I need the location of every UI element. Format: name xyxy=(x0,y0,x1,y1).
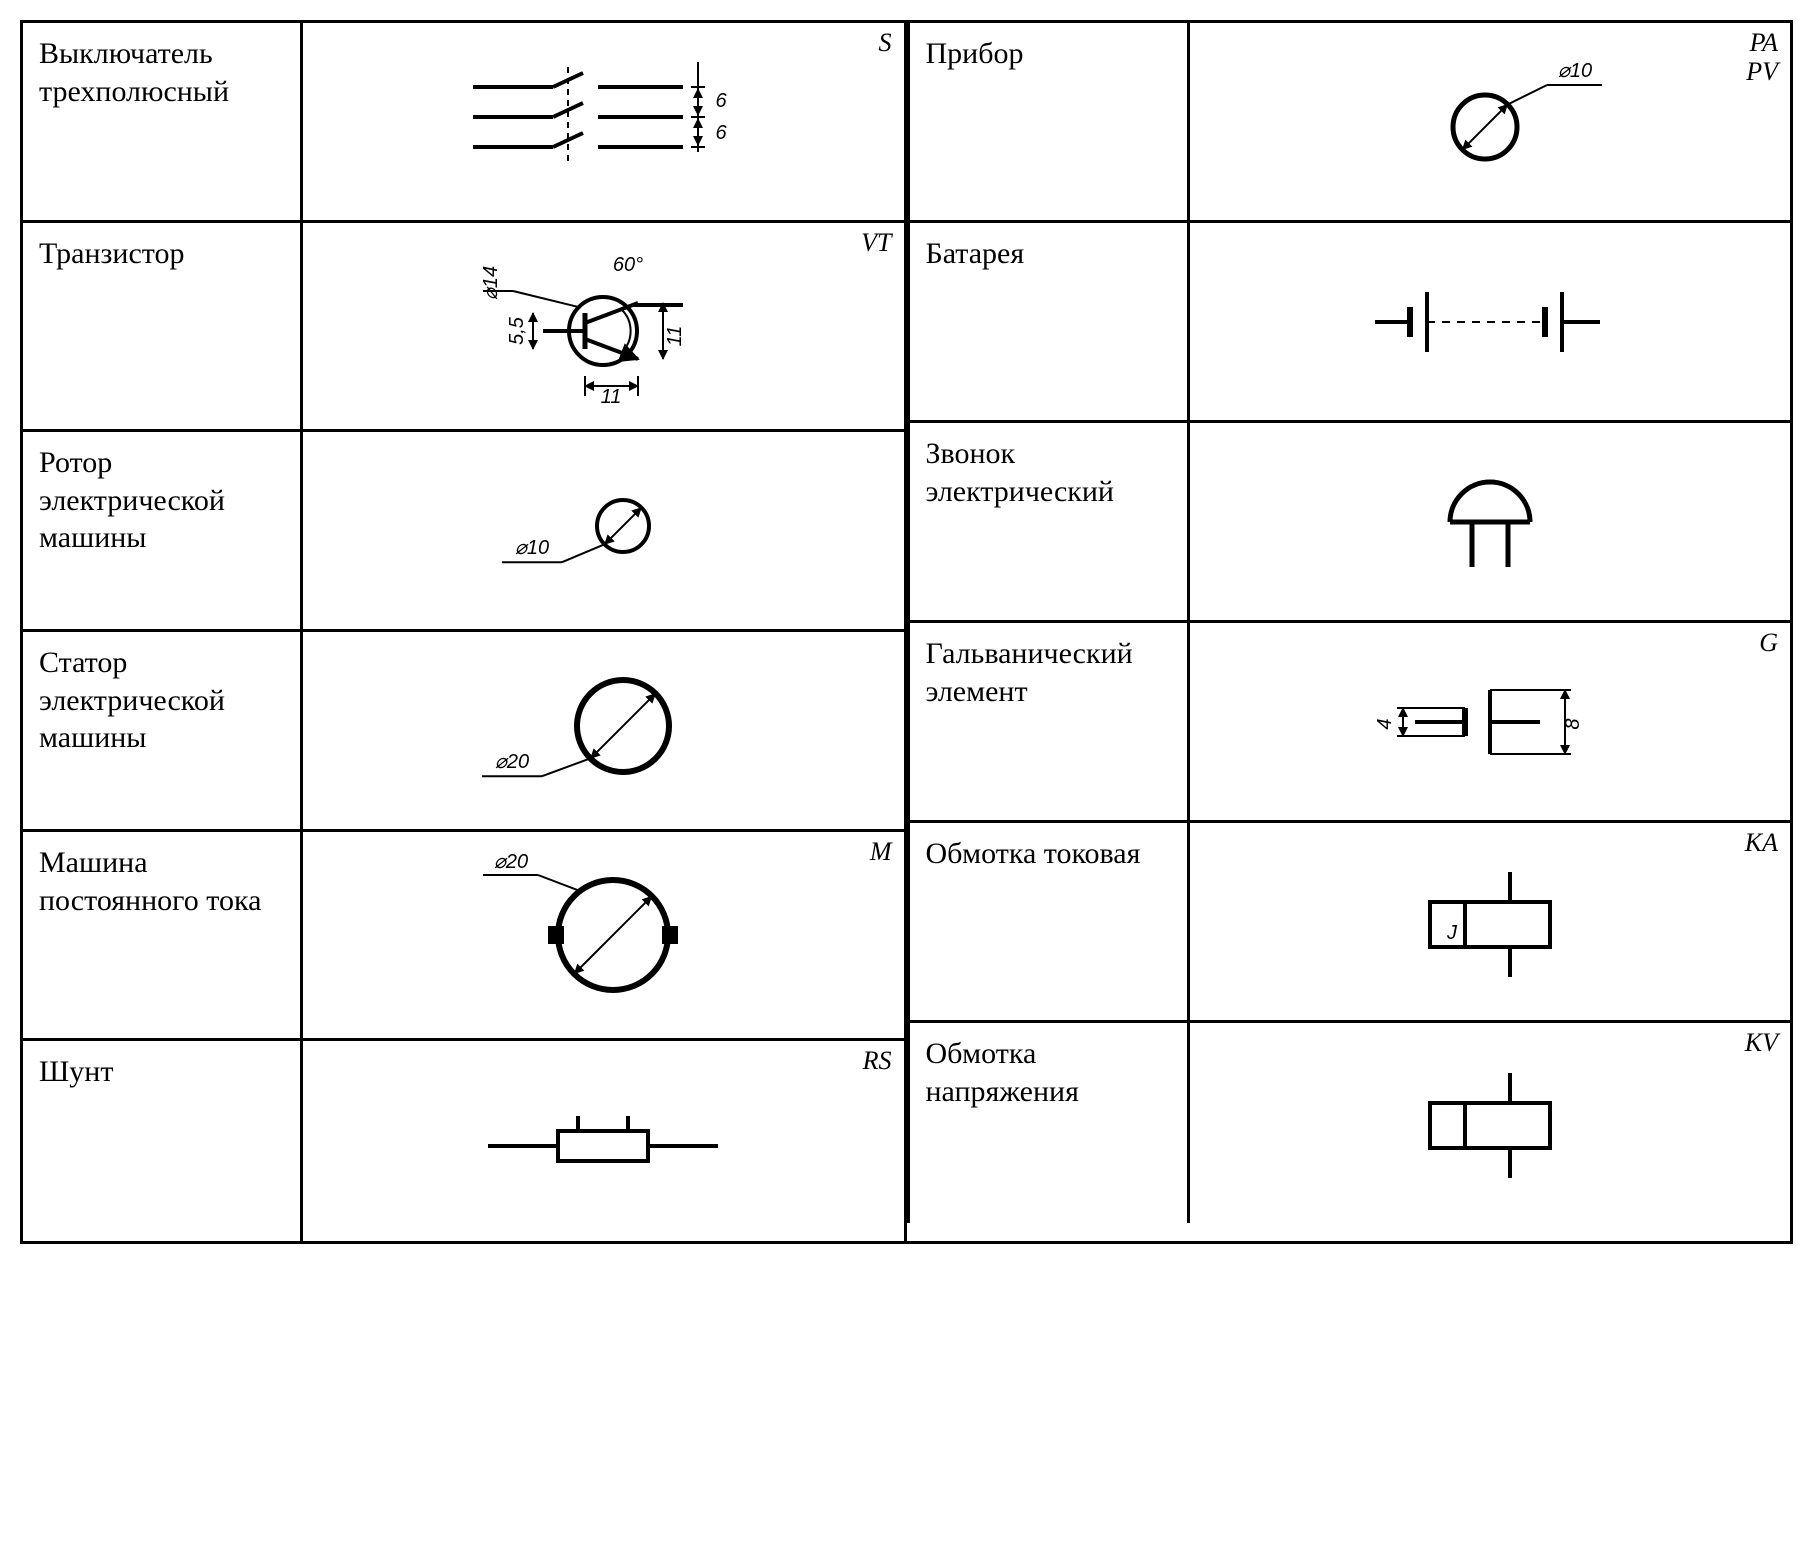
symbol-cell xyxy=(1190,223,1791,420)
label-text: Машина постоянного тока xyxy=(39,844,284,919)
svg-text:J: J xyxy=(1446,922,1458,944)
symbols-table: Выключатель трехполюсныйS 66ТранзисторVT… xyxy=(20,20,1793,1244)
svg-text:8: 8 xyxy=(1562,718,1584,729)
table-row: Ротор электрической машины ⌀10 xyxy=(23,432,907,632)
designator-label: G xyxy=(1759,629,1778,658)
designator-label: M xyxy=(870,838,892,867)
svg-text:⌀20: ⌀20 xyxy=(495,751,529,773)
svg-text:⌀20: ⌀20 xyxy=(494,851,528,873)
table-row: Статор электрической машины ⌀20 xyxy=(23,632,907,832)
component-label: Батарея xyxy=(910,223,1190,420)
svg-text:4: 4 xyxy=(1374,718,1396,729)
symbol-cell: ⌀20 xyxy=(303,632,904,829)
symbol-cell: S 66 xyxy=(303,23,904,220)
instrument-icon: ⌀10 xyxy=(1198,31,1783,212)
transistor-icon: 60° ⌀145,5 11 11 xyxy=(311,231,896,421)
component-label: Ротор электрической машины xyxy=(23,432,303,629)
designator-label: RS xyxy=(863,1047,892,1076)
symbol-cell xyxy=(1190,423,1791,620)
label-text: Обмотка напряжения xyxy=(926,1035,1171,1110)
label-text: Обмотка токовая xyxy=(926,835,1141,873)
symbol-cell: KA J xyxy=(1190,823,1791,1020)
label-text: Выключатель трехполюсный xyxy=(39,35,284,110)
component-label: Выключатель трехполюсный xyxy=(23,23,303,220)
voltage-coil-icon xyxy=(1198,1031,1783,1215)
svg-text:6: 6 xyxy=(716,90,728,112)
designator-label: PAPV xyxy=(1746,29,1778,86)
symbol-cell: PAPV ⌀10 xyxy=(1190,23,1791,220)
designator-label: KV xyxy=(1745,1029,1778,1058)
label-text: Статор электрической машины xyxy=(39,644,284,757)
symbol-cell: G 48 xyxy=(1190,623,1791,820)
component-label: Прибор xyxy=(910,23,1190,220)
component-label: Обмотка напряжения xyxy=(910,1023,1190,1223)
svg-text:6: 6 xyxy=(716,122,728,144)
symbol-cell: M ⌀20 xyxy=(303,832,904,1038)
label-text: Транзистор xyxy=(39,235,185,273)
svg-text:⌀14: ⌀14 xyxy=(480,266,502,300)
symbol-cell: VT 60° ⌀145,5 11 11 xyxy=(303,223,904,429)
component-label: Звонок электрический xyxy=(910,423,1190,620)
symbol-cell: RS xyxy=(303,1041,904,1241)
designator-label: VT xyxy=(861,229,891,258)
table-row: Обмотка напряжения KV xyxy=(907,1023,1791,1223)
shunt-icon xyxy=(311,1049,896,1233)
svg-text:11: 11 xyxy=(664,326,686,347)
stator-circle-icon: ⌀20 xyxy=(311,640,896,821)
table-row: Машина постоянного тока M ⌀20 xyxy=(23,832,907,1041)
label-text: Гальванический элемент xyxy=(926,635,1171,710)
component-label: Обмотка токовая xyxy=(910,823,1190,1020)
bell-icon xyxy=(1198,431,1783,612)
label-text: Батарея xyxy=(926,235,1025,273)
table-row: Обмотка токовая KA J xyxy=(907,823,1791,1023)
svg-text:5,5: 5,5 xyxy=(506,316,528,345)
table-row: Звонок электрический xyxy=(907,423,1791,623)
table-row: Шунт RS xyxy=(23,1041,907,1241)
component-label: Машина постоянного тока xyxy=(23,832,303,1038)
svg-text:⌀10: ⌀10 xyxy=(515,537,549,559)
current-coil-icon: J xyxy=(1198,831,1783,1012)
label-text: Ротор электрической машины xyxy=(39,444,284,557)
component-label: Статор электрической машины xyxy=(23,632,303,829)
symbol-cell: ⌀10 xyxy=(303,432,904,629)
table-row: Прибор PAPV ⌀10 xyxy=(907,23,1791,223)
label-text: Прибор xyxy=(926,35,1024,73)
component-label: Гальванический элемент xyxy=(910,623,1190,820)
svg-text:60°: 60° xyxy=(613,254,643,276)
svg-text:11: 11 xyxy=(601,386,622,408)
component-label: Шунт xyxy=(23,1041,303,1241)
label-text: Шунт xyxy=(39,1053,113,1091)
label-text: Звонок электрический xyxy=(926,435,1171,510)
table-row: Батарея xyxy=(907,223,1791,423)
symbol-cell: KV xyxy=(1190,1023,1791,1223)
dc-machine-icon: ⌀20 xyxy=(311,840,896,1030)
battery-icon xyxy=(1198,231,1783,412)
galvanic-icon: 48 xyxy=(1198,631,1783,812)
table-row: Гальванический элементG 48 xyxy=(907,623,1791,823)
rotor-circle-icon: ⌀10 xyxy=(311,440,896,621)
designator-label: KA xyxy=(1745,829,1778,858)
svg-text:⌀10: ⌀10 xyxy=(1558,60,1592,82)
component-label: Транзистор xyxy=(23,223,303,429)
table-row: Выключатель трехполюсныйS 66 xyxy=(23,23,907,223)
designator-label: S xyxy=(879,29,892,58)
three-pole-switch-icon: 66 xyxy=(311,31,896,212)
table-row: Транзистор VT 60° ⌀145,5 11 11 xyxy=(23,223,907,432)
